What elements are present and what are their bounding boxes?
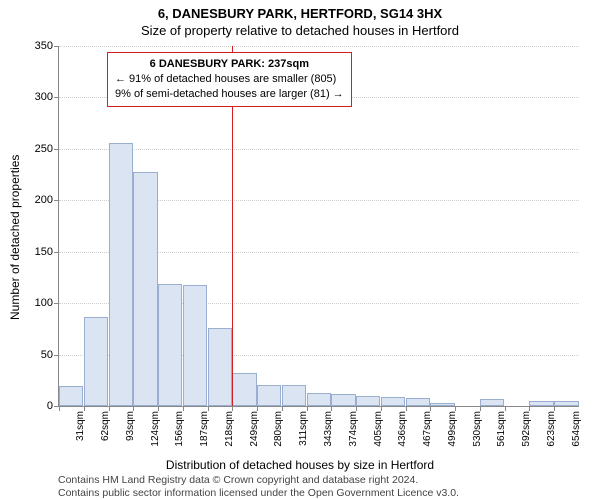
histogram-bar <box>406 398 430 406</box>
x-tick-label: 499sqm <box>447 411 458 461</box>
x-tick-mark <box>406 406 407 411</box>
x-tick-mark <box>59 406 60 411</box>
histogram-bar <box>109 143 133 406</box>
x-tick-label: 654sqm <box>571 411 582 461</box>
x-tick-label: 405sqm <box>373 411 384 461</box>
x-tick-label: 187sqm <box>199 411 210 461</box>
x-tick-mark <box>455 406 456 411</box>
y-tick-label: 300 <box>23 91 53 103</box>
histogram-bar <box>554 401 578 406</box>
histogram-bar <box>232 373 256 406</box>
histogram-bar <box>257 385 281 406</box>
x-tick-label: 623sqm <box>546 411 557 461</box>
x-tick-label: 280sqm <box>273 411 284 461</box>
y-tick-label: 350 <box>23 40 53 52</box>
x-tick-label: 343sqm <box>323 411 334 461</box>
histogram-bar <box>331 394 355 406</box>
chart-plot-area: 05010015020025030035031sqm62sqm93sqm124s… <box>58 46 578 406</box>
y-tick-mark <box>54 200 59 201</box>
x-tick-label: 467sqm <box>422 411 433 461</box>
y-tick-label: 0 <box>23 400 53 412</box>
property-info-box: 6 DANESBURY PARK: 237sqm← 91% of detache… <box>107 52 352 107</box>
histogram-bar <box>480 399 504 406</box>
x-tick-mark <box>356 406 357 411</box>
y-tick-label: 50 <box>23 349 53 361</box>
x-tick-mark <box>529 406 530 411</box>
copyright-line: Contains HM Land Registry data © Crown c… <box>58 474 459 487</box>
gridline <box>59 149 579 150</box>
x-tick-mark <box>109 406 110 411</box>
y-tick-mark <box>54 97 59 98</box>
y-tick-mark <box>54 355 59 356</box>
x-tick-label: 156sqm <box>174 411 185 461</box>
x-tick-mark <box>331 406 332 411</box>
y-tick-mark <box>54 252 59 253</box>
x-tick-label: 31sqm <box>75 411 86 461</box>
x-tick-label: 311sqm <box>298 411 309 461</box>
info-box-title: 6 DANESBURY PARK: 237sqm <box>115 57 344 72</box>
x-tick-label: 592sqm <box>521 411 532 461</box>
x-tick-mark <box>232 406 233 411</box>
copyright-line: Contains public sector information licen… <box>58 487 459 500</box>
gridline <box>59 46 579 47</box>
histogram-bar <box>430 403 454 406</box>
x-tick-label: 561sqm <box>496 411 507 461</box>
x-tick-mark <box>183 406 184 411</box>
histogram-bar <box>282 385 306 406</box>
histogram-bar <box>158 284 182 406</box>
x-tick-label: 218sqm <box>224 411 235 461</box>
x-tick-label: 62sqm <box>100 411 111 461</box>
x-tick-label: 374sqm <box>348 411 359 461</box>
x-tick-mark <box>84 406 85 411</box>
chart-title-sub: Size of property relative to detached ho… <box>0 23 600 38</box>
x-tick-label: 124sqm <box>150 411 161 461</box>
x-axis-label: Distribution of detached houses by size … <box>0 458 600 472</box>
x-tick-mark <box>430 406 431 411</box>
histogram-bar <box>59 386 83 406</box>
x-tick-mark <box>282 406 283 411</box>
x-tick-mark <box>208 406 209 411</box>
chart-title-main: 6, DANESBURY PARK, HERTFORD, SG14 3HX <box>0 0 600 21</box>
histogram-bar <box>84 317 108 406</box>
y-tick-mark <box>54 149 59 150</box>
x-tick-mark <box>505 406 506 411</box>
x-tick-mark <box>480 406 481 411</box>
y-tick-label: 250 <box>23 143 53 155</box>
y-tick-mark <box>54 303 59 304</box>
x-tick-mark <box>307 406 308 411</box>
histogram-bar <box>356 396 380 406</box>
y-axis-label: Number of detached properties <box>8 155 22 320</box>
x-tick-mark <box>381 406 382 411</box>
y-tick-mark <box>54 46 59 47</box>
x-tick-label: 436sqm <box>397 411 408 461</box>
histogram-bar <box>529 401 553 406</box>
x-tick-label: 93sqm <box>125 411 136 461</box>
x-tick-mark <box>554 406 555 411</box>
x-tick-label: 530sqm <box>472 411 483 461</box>
copyright-text: Contains HM Land Registry data © Crown c… <box>58 474 459 500</box>
histogram-bar <box>307 393 331 406</box>
histogram-bar <box>381 397 405 406</box>
x-tick-mark <box>257 406 258 411</box>
info-box-line: ← 91% of detached houses are smaller (80… <box>115 72 344 87</box>
histogram-bar <box>208 328 232 406</box>
x-tick-label: 249sqm <box>249 411 260 461</box>
x-tick-mark <box>133 406 134 411</box>
histogram-bar <box>133 172 157 407</box>
histogram-bar <box>183 285 207 406</box>
y-tick-label: 100 <box>23 297 53 309</box>
info-box-line: 9% of semi-detached houses are larger (8… <box>115 87 344 102</box>
y-tick-label: 200 <box>23 194 53 206</box>
y-tick-label: 150 <box>23 246 53 258</box>
x-tick-mark <box>158 406 159 411</box>
